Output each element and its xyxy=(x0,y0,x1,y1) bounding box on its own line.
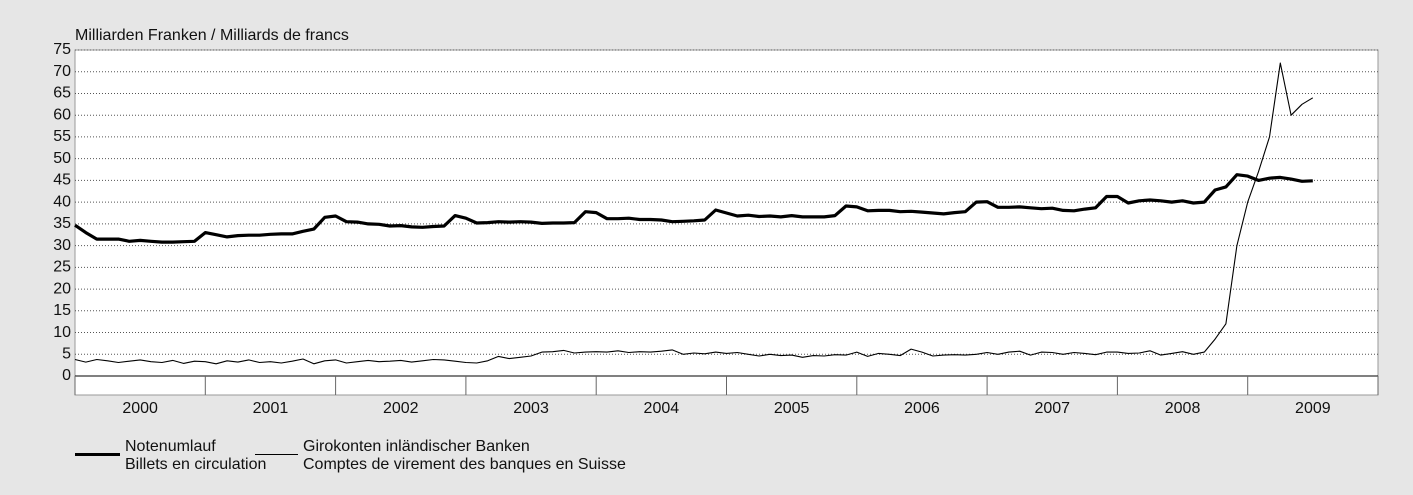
x-tick-label: 2007 xyxy=(1034,400,1070,417)
axis-title: Milliarden Franken / Milliards de francs xyxy=(75,27,349,44)
x-tick-label: 2009 xyxy=(1295,400,1331,417)
y-tick-label: 65 xyxy=(53,85,71,102)
y-tick-label: 10 xyxy=(53,324,71,341)
y-tick-label: 75 xyxy=(53,41,71,58)
y-tick-label: 45 xyxy=(53,172,71,189)
legend-label: Girokonten inländischer Banken Comptes d… xyxy=(303,438,626,473)
y-tick-label: 35 xyxy=(53,215,71,232)
x-tick-label: 2008 xyxy=(1165,400,1201,417)
x-tick-label: 2000 xyxy=(122,400,158,417)
y-tick-label: 50 xyxy=(53,150,71,167)
y-tick-label: 70 xyxy=(53,63,71,80)
x-tick-label: 2005 xyxy=(774,400,810,417)
legend-swatch xyxy=(255,454,298,456)
y-tick-label: 55 xyxy=(53,128,71,145)
x-tick-label: 2001 xyxy=(253,400,289,417)
y-tick-label: 60 xyxy=(53,106,71,123)
y-tick-label: 0 xyxy=(62,367,71,384)
plot-area xyxy=(74,49,1379,396)
x-tick-label: 2004 xyxy=(644,400,680,417)
x-tick-label: 2006 xyxy=(904,400,940,417)
y-tick-label: 30 xyxy=(53,237,71,254)
y-tick-label: 40 xyxy=(53,193,71,210)
x-tick-label: 2003 xyxy=(513,400,549,417)
legend-label: Notenumlauf Billets en circulation xyxy=(125,438,267,473)
y-tick-label: 5 xyxy=(62,345,71,362)
series-line xyxy=(74,173,1313,244)
series-line xyxy=(74,62,1314,365)
y-tick-label: 15 xyxy=(53,302,71,319)
legend-swatch xyxy=(75,453,120,457)
y-tick-label: 20 xyxy=(53,280,71,297)
x-tick-label: 2002 xyxy=(383,400,419,417)
y-tick-label: 25 xyxy=(53,259,71,276)
